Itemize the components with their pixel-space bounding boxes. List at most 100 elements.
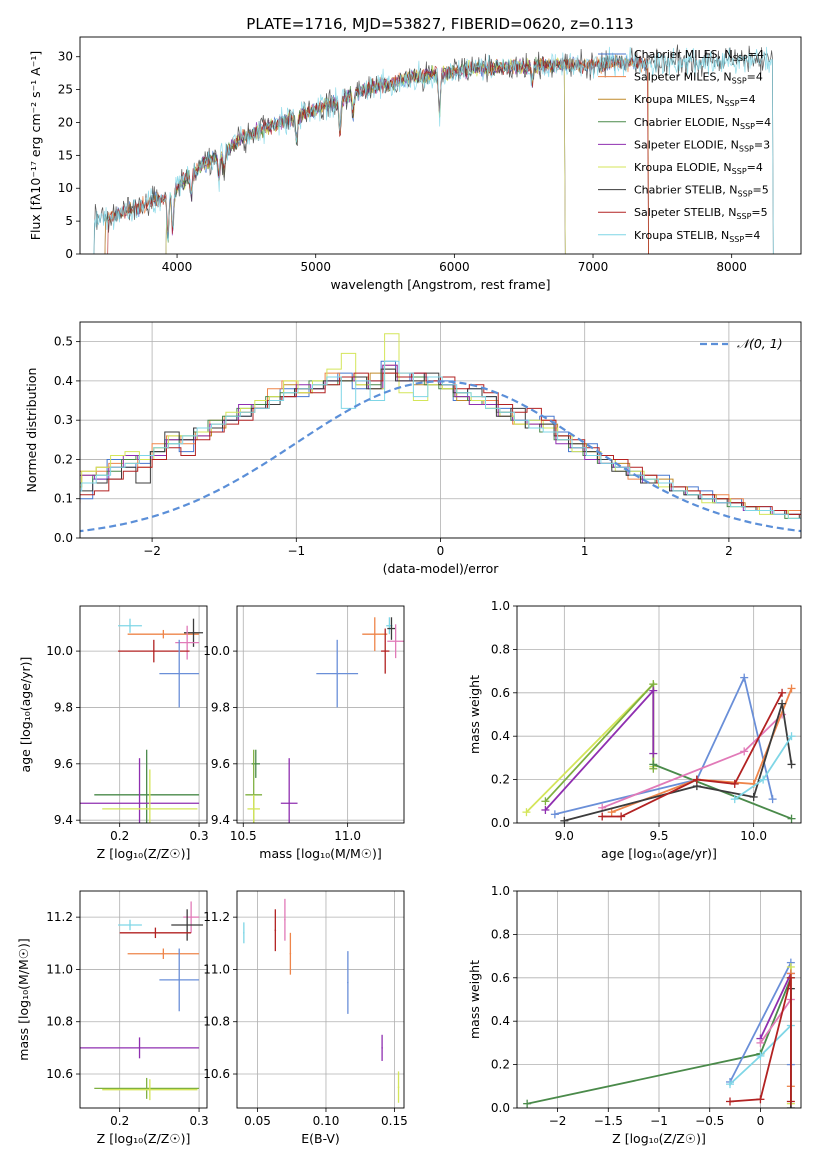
data-point xyxy=(186,641,188,644)
y-tick-label: 30 xyxy=(58,50,73,64)
x-tick-label: −2 xyxy=(549,1114,567,1128)
x-axis-label: mass [log₁₀(M/M☉)] xyxy=(259,846,381,861)
legend-label-text: Salpeter ELODIE, N xyxy=(634,138,739,151)
plot-area xyxy=(80,322,801,538)
x-tick-label: 0.10 xyxy=(313,1114,340,1128)
weight-line-2 xyxy=(544,688,655,811)
y-tick-label: 10.6 xyxy=(203,1067,230,1081)
axes-frame xyxy=(236,605,405,824)
data-point xyxy=(162,633,165,635)
mass-vs-metallicity-panel: 0.2 0.3 10.6 10.8 11.0 11.2 Z [log₁₀(Z/Z☉)] mas… xyxy=(16,890,209,1146)
x-tick-label: 4000 xyxy=(162,260,193,274)
legend-label: Kroupa ELODIE, NSSP=4 xyxy=(634,161,763,176)
x-tick-label: 2 xyxy=(725,544,733,558)
x-axis-label: age [log₁₀(age/yr)] xyxy=(601,846,717,861)
y-tick-label: 9.6 xyxy=(54,757,73,771)
legend-label-text: Salpeter STELIB, N xyxy=(634,206,736,219)
x-tick-label: 9.5 xyxy=(649,829,668,843)
x-tick-label: −1 xyxy=(287,544,305,558)
x-tick-label: 10.0 xyxy=(740,829,767,843)
x-tick-label: 0 xyxy=(437,544,445,558)
y-tick-label: 0.6 xyxy=(491,971,510,985)
plot-area xyxy=(80,891,207,1108)
y-tick-label: 0.0 xyxy=(491,1101,510,1115)
spectrum-line-8 xyxy=(93,46,774,254)
plot-area xyxy=(237,891,404,1108)
y-tick-label: 0.6 xyxy=(491,686,510,700)
y-axis-label: Flux [fλ10⁻¹⁷ erg cm⁻² s⁻¹ A⁻¹] xyxy=(28,51,43,240)
histogram-series-7 xyxy=(80,372,801,519)
data-point xyxy=(390,627,393,630)
y-tick-label: 20 xyxy=(58,115,73,129)
y-tick-label: 9.6 xyxy=(211,757,230,771)
weight-line-8 xyxy=(729,977,792,1103)
data-point xyxy=(288,802,290,805)
legend-label-text: Kroupa STELIB, N xyxy=(634,229,729,242)
x-tick-label: −1 xyxy=(650,1114,668,1128)
legend-sub: SSP xyxy=(729,235,744,244)
y-tick-label: 11.0 xyxy=(46,962,73,976)
histogram-series-8 xyxy=(80,360,801,519)
y-tick-label: 0.8 xyxy=(491,642,510,656)
legend-label-text: Salpeter MILES, N xyxy=(634,71,732,84)
y-tick-label: 0.2 xyxy=(54,452,73,466)
legend-label: Salpeter MILES, NSSP=4 xyxy=(634,71,763,86)
y-tick-label: 0.0 xyxy=(491,816,510,830)
y-tick-label: 0.5 xyxy=(54,335,73,349)
x-tick-label: 0.05 xyxy=(244,1114,271,1128)
data-point xyxy=(145,1087,148,1090)
x-tick-label: 6000 xyxy=(439,260,470,274)
data-point xyxy=(186,924,188,926)
axes-frame xyxy=(79,890,208,1109)
x-tick-label: 0 xyxy=(757,1114,765,1128)
data-point xyxy=(153,650,155,652)
x-tick-label: 5000 xyxy=(300,260,331,274)
y-axis-label: mass [log₁₀(M/M☉)] xyxy=(16,938,31,1060)
axes-frame xyxy=(79,605,208,824)
weight-line-1 xyxy=(544,681,655,802)
y-tick-label: 9.8 xyxy=(211,700,230,714)
legend-label: Kroupa MILES, NSSP=4 xyxy=(634,93,756,108)
weight-vs-metallicity-panel: −2 −1.5 −1 −0.5 0 0.0 0.2 0.4 0.6 0.8 1.0 Z [log₁₀(… xyxy=(467,884,802,1146)
data-point xyxy=(149,808,151,810)
legend-label-text: Kroupa ELODIE, N xyxy=(634,161,732,174)
legend-sub: SSP xyxy=(724,99,739,108)
axes-frame xyxy=(236,890,405,1109)
x-tick-label: −2 xyxy=(143,544,161,558)
data-point xyxy=(274,929,277,932)
y-tick-label: 1.0 xyxy=(491,599,510,613)
data-point xyxy=(252,808,255,810)
plot-area xyxy=(237,606,404,823)
data-point xyxy=(397,1086,400,1088)
axes-frame xyxy=(79,321,802,539)
y-tick-label: 0.4 xyxy=(54,374,73,388)
legend-label-text: Chabrier STELIB, N xyxy=(634,184,738,197)
data-point xyxy=(289,952,292,955)
y-tick-label: 25 xyxy=(58,83,73,97)
data-point xyxy=(138,1047,141,1049)
data-point xyxy=(145,794,148,796)
y-tick-label: 0.2 xyxy=(491,773,510,787)
legend-sub: SSP xyxy=(736,212,751,221)
x-axis-label: (data-model)/error xyxy=(383,561,500,576)
legend-label: 𝒩(0, 1) xyxy=(737,336,783,351)
legend-value: =4 xyxy=(739,93,755,106)
legend-label: Chabrier STELIB, NSSP=5 xyxy=(634,184,769,199)
y-tick-label: 11.0 xyxy=(203,962,230,976)
histogram-series-6 xyxy=(80,368,801,519)
data-point xyxy=(388,624,391,627)
y-tick-label: 0.0 xyxy=(54,531,73,545)
legend-sub: SSP xyxy=(738,190,753,199)
y-axis-label: age [log₁₀(age/yr)] xyxy=(18,657,33,773)
x-tick-label: 11.0 xyxy=(334,829,361,843)
x-axis-label: Z [log₁₀(Z/Z☉)] xyxy=(97,846,191,861)
legend-value: =4 xyxy=(755,116,771,129)
x-tick-label: 9.0 xyxy=(555,829,574,843)
y-tick-label: 10.6 xyxy=(46,1067,73,1081)
y-tick-label: 0.2 xyxy=(491,1058,510,1072)
plot-area xyxy=(517,891,801,1108)
data-point xyxy=(138,802,141,805)
weight-line-5 xyxy=(759,998,792,1044)
y-axis-label: Normed distribution xyxy=(24,368,39,493)
